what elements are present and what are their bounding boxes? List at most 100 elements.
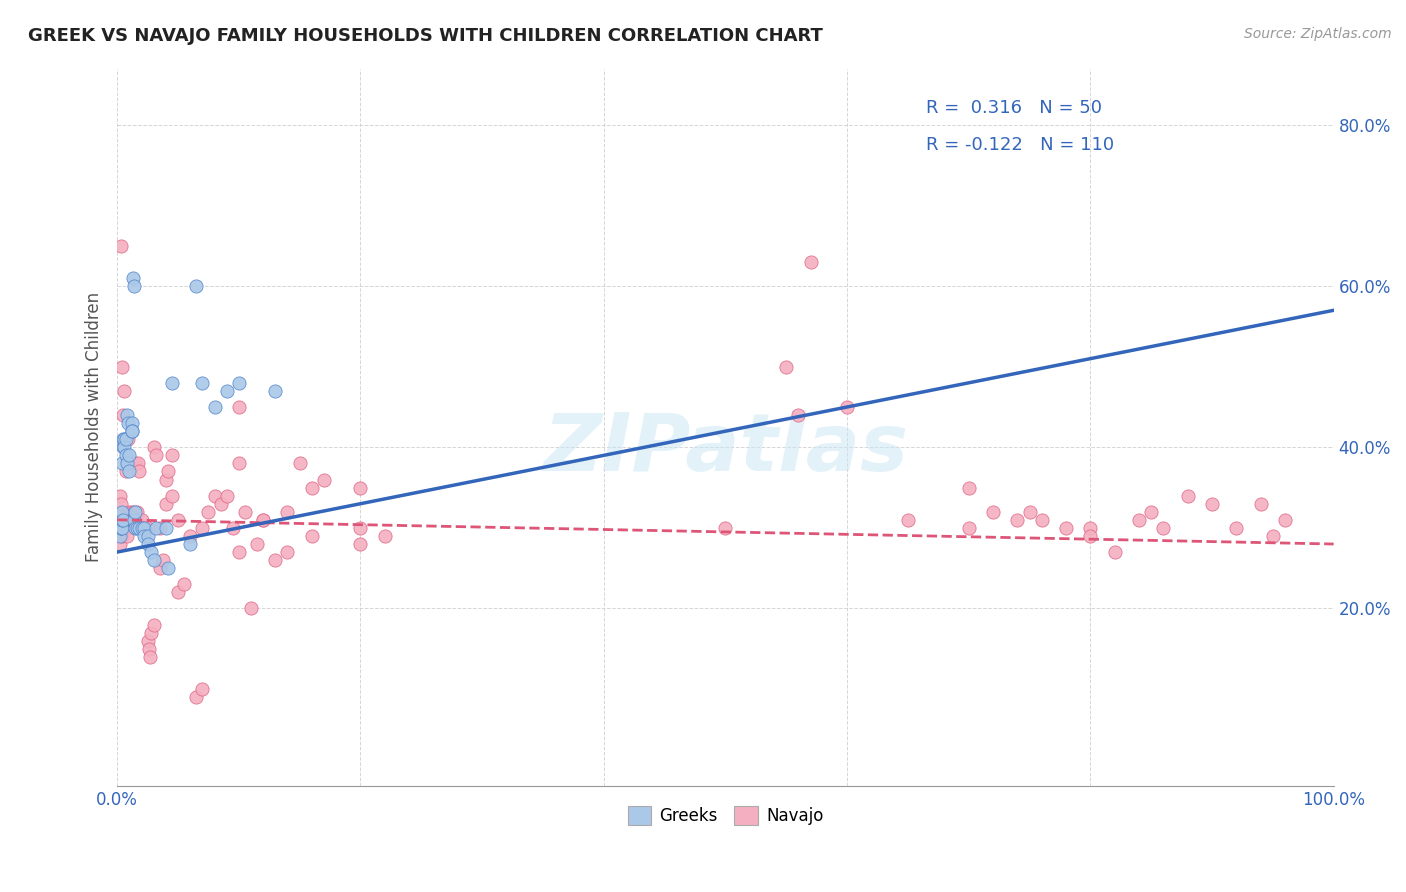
Point (125, 521, 148, 535)
Point (107, 521, 129, 535)
Point (112, 408, 135, 422)
Point (1274, 513, 1296, 527)
Point (775, 359, 797, 374)
Text: GREEK VS NAVAJO FAMILY HOUSEHOLDS WITH CHILDREN CORRELATION CHART: GREEK VS NAVAJO FAMILY HOUSEHOLDS WITH C… (28, 27, 823, 45)
Point (186, 690, 208, 705)
Point (114, 384, 136, 398)
Point (1104, 545, 1126, 559)
Point (173, 577, 195, 591)
Point (288, 457, 311, 471)
Point (1031, 513, 1053, 527)
Text: Source: ZipAtlas.com: Source: ZipAtlas.com (1244, 27, 1392, 41)
Point (301, 529, 323, 543)
Point (112, 440, 135, 454)
Point (122, 279, 145, 293)
Point (155, 521, 177, 535)
Point (115, 408, 138, 422)
Point (1225, 521, 1247, 535)
Point (167, 513, 190, 527)
Point (142, 440, 165, 454)
Point (800, 255, 823, 269)
Point (349, 521, 371, 535)
Point (118, 465, 141, 479)
Point (136, 521, 159, 535)
Point (1018, 505, 1040, 519)
Point (117, 416, 139, 430)
Point (136, 537, 159, 551)
Point (111, 521, 134, 535)
Point (110, 521, 132, 535)
Point (1261, 529, 1284, 543)
Point (312, 473, 335, 487)
Point (204, 400, 226, 414)
Point (191, 376, 214, 390)
Point (1128, 513, 1150, 527)
Point (197, 505, 219, 519)
Point (110, 239, 132, 253)
Point (264, 553, 287, 567)
Point (204, 489, 226, 503)
Point (222, 521, 245, 535)
Point (209, 497, 232, 511)
Point (124, 457, 146, 471)
Point (131, 521, 153, 535)
Point (1177, 489, 1199, 503)
Point (110, 513, 132, 527)
Point (108, 489, 131, 503)
Point (118, 505, 141, 519)
Point (111, 457, 134, 471)
Point (152, 553, 174, 567)
Point (114, 440, 136, 454)
Point (122, 513, 145, 527)
Point (835, 400, 858, 414)
Point (228, 457, 250, 471)
Point (1201, 497, 1223, 511)
Point (179, 537, 201, 551)
Point (112, 521, 135, 535)
Point (115, 457, 138, 471)
Point (132, 521, 155, 535)
Point (124, 513, 146, 527)
Point (957, 481, 980, 495)
Point (114, 448, 136, 462)
Point (132, 521, 155, 535)
Point (233, 505, 256, 519)
Point (111, 359, 134, 374)
Point (179, 529, 201, 543)
Point (301, 481, 323, 495)
Point (149, 561, 172, 575)
Point (276, 505, 298, 519)
Point (125, 513, 148, 527)
Point (131, 513, 153, 527)
Point (139, 649, 162, 664)
Point (897, 513, 920, 527)
Point (121, 424, 143, 438)
Point (114, 521, 136, 535)
Point (374, 529, 396, 543)
Point (145, 448, 167, 462)
Point (125, 505, 148, 519)
Point (145, 521, 167, 535)
Point (276, 545, 298, 559)
Point (252, 513, 274, 527)
Point (155, 497, 177, 511)
Point (111, 505, 134, 519)
Point (1250, 497, 1272, 511)
Legend: Greeks, Navajo: Greeks, Navajo (617, 796, 834, 835)
Point (714, 521, 737, 535)
Point (121, 416, 143, 430)
Point (787, 408, 810, 422)
Point (114, 521, 136, 535)
Point (1140, 505, 1163, 519)
Point (111, 513, 134, 527)
Point (108, 505, 131, 519)
Point (252, 513, 274, 527)
Point (215, 489, 238, 503)
Point (112, 432, 135, 446)
Point (112, 513, 135, 527)
Point (117, 457, 139, 471)
Point (111, 521, 134, 535)
Point (246, 537, 269, 551)
Text: R = -0.122   N = 110: R = -0.122 N = 110 (927, 136, 1114, 154)
Point (981, 505, 1004, 519)
